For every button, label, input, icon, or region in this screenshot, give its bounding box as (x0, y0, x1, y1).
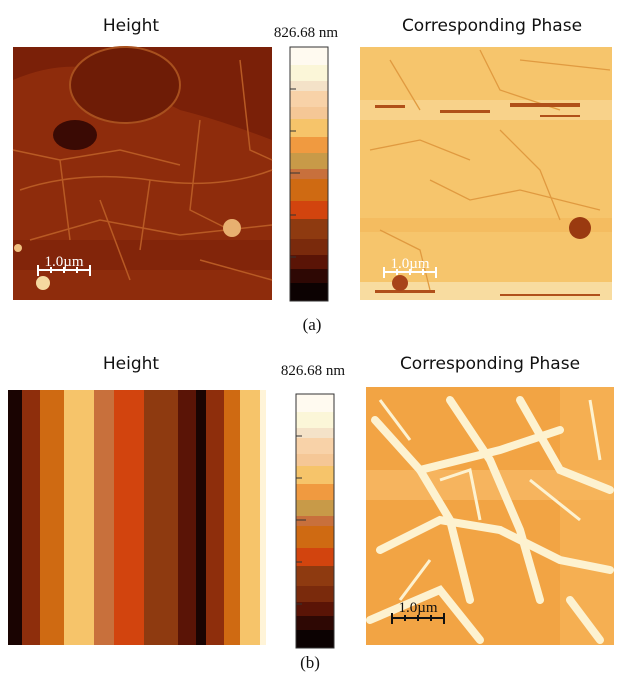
scale-bar-label: 1.0µm (44, 254, 83, 270)
scale-bar-label: 1.0µm (398, 600, 437, 616)
page: {"panels": [ {"height_title": "Height", … (0, 0, 620, 680)
colorbar-label: 826.68 nm (281, 363, 346, 379)
colorbar-label: 826.68 nm (274, 25, 339, 41)
height-title: Height (103, 354, 160, 374)
height-title: Height (103, 16, 160, 36)
height-image (8, 390, 266, 645)
colorbar (296, 394, 334, 648)
figure: Height 826.68 nm Corresponding Phase 1.0… (0, 0, 620, 680)
colorbar (290, 47, 328, 301)
caption: (b) (300, 653, 320, 672)
scale-bar-label: 1.0µm (390, 256, 429, 272)
phase-title: Corresponding Phase (400, 354, 580, 374)
phase-title: Corresponding Phase (402, 16, 582, 36)
caption: (a) (303, 315, 322, 334)
